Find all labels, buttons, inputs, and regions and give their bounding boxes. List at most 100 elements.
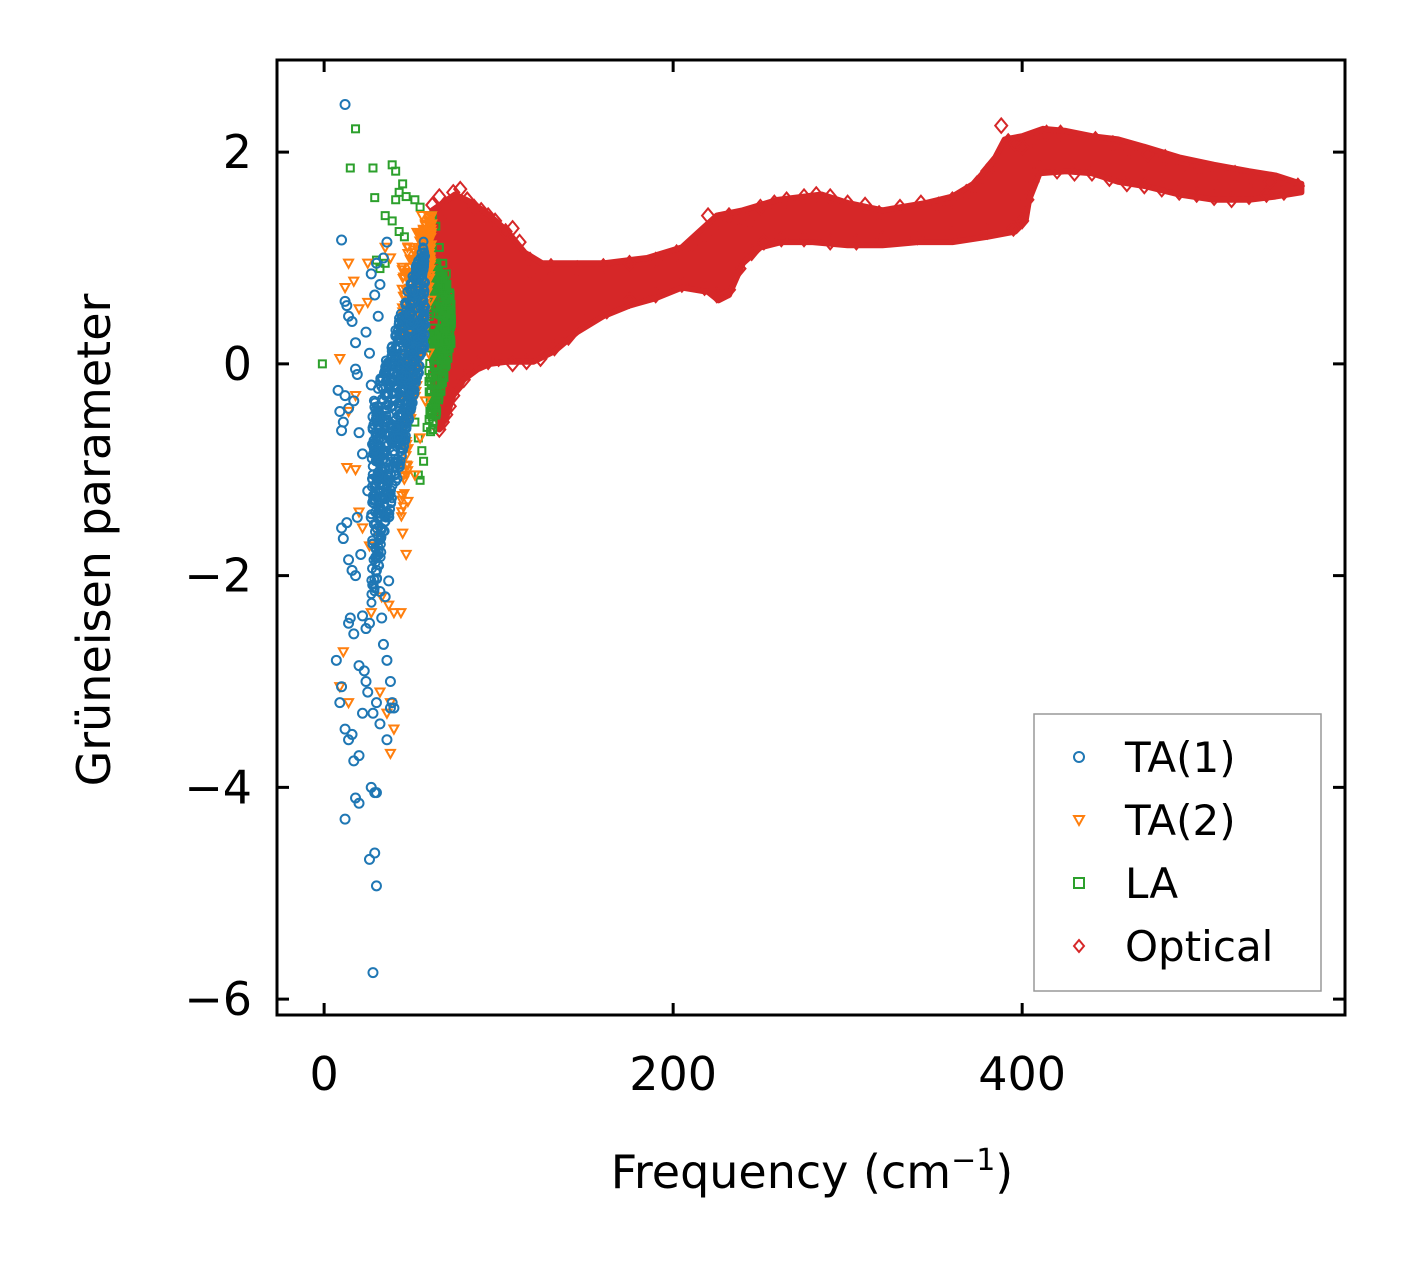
axes-frame (275, 58, 1347, 1017)
ta2-point-39 (378, 242, 392, 254)
ta1-point-9 (332, 384, 344, 396)
plot-area (317, 98, 1306, 979)
ta1-point-61 (370, 564, 382, 576)
optical-point-89 (1025, 130, 1040, 149)
ta1-band-point-699 (390, 458, 401, 469)
la-point-6 (394, 187, 404, 197)
optical-point-21 (456, 370, 472, 389)
ta2-point-16 (342, 698, 355, 710)
optical-point-39 (732, 259, 747, 278)
ta1-band-point-421 (366, 575, 377, 586)
y-tick-label-0: 2 (223, 125, 252, 179)
ta1-band-point-676 (387, 400, 398, 411)
optical-point-75 (857, 196, 873, 214)
ta1-point-54 (363, 853, 375, 865)
ta1-band-point-593 (394, 388, 405, 399)
optical-point-90 (1039, 124, 1054, 142)
ta1-band-point-694 (413, 265, 424, 276)
optical-point-110 (1102, 169, 1117, 188)
ta1-point-56 (370, 880, 382, 892)
ta1-point-35 (339, 723, 351, 735)
ta2-point-25 (384, 748, 397, 761)
x-tick-label-2: 400 (978, 1047, 1066, 1101)
optical-point-79 (931, 196, 946, 214)
optical-point-35 (674, 275, 690, 294)
y-axis-title: Grüneisen parameter (67, 293, 121, 786)
ta1-point-24 (351, 511, 363, 523)
la-point-4 (391, 166, 401, 176)
ta1-band-point-683 (409, 318, 420, 329)
ta1-band-point-684 (411, 372, 422, 383)
la-band-point-255 (433, 276, 443, 286)
ta1-band-point-625 (404, 308, 415, 319)
ta1-point-86 (381, 236, 393, 248)
ta1-point-58 (362, 485, 374, 497)
optical-point-66 (732, 208, 747, 227)
la-band-point-239 (446, 314, 456, 324)
ta1-point-76 (367, 411, 379, 423)
optical-point-10 (498, 222, 513, 241)
ta1-point-84 (374, 278, 386, 290)
y-tick-label-3: −4 (184, 760, 252, 814)
ta1-point-69 (381, 734, 393, 746)
la-point-33 (445, 290, 455, 300)
optical-point-98 (1175, 156, 1191, 174)
la-point-2 (368, 163, 378, 173)
optical-point-77 (892, 198, 908, 216)
la-point-11 (415, 202, 425, 212)
ta1-band-point-592 (404, 297, 415, 308)
ta2-point-22 (373, 687, 387, 699)
optical-point-87 (1007, 134, 1023, 153)
ta1-point-31 (363, 617, 375, 629)
ta1-band-point-615 (373, 545, 384, 556)
legend-label-0: TA(1) (1124, 733, 1236, 782)
ta1-point-38 (348, 755, 360, 767)
optical-point-67 (742, 212, 758, 230)
ta1-band-point-679 (414, 343, 425, 354)
optical-point-72 (808, 185, 824, 204)
la-band-point-181 (439, 366, 449, 376)
optical-point-62 (697, 225, 712, 244)
ta1-point-42 (353, 660, 365, 672)
optical-point-78 (913, 194, 929, 212)
optical-point-6 (466, 198, 482, 216)
ta1-point-67 (386, 697, 398, 709)
optical-point-16 (435, 413, 451, 431)
ta1-point-6 (350, 337, 362, 349)
ta2-point-11 (356, 523, 369, 535)
ta1-band-point-618 (405, 387, 416, 398)
optical-point-97 (1157, 148, 1173, 167)
legend-marker-0 (1073, 751, 1085, 763)
ta2-point-3 (352, 304, 366, 316)
ta2-point-19 (382, 600, 395, 612)
ta2-point-9 (349, 465, 362, 477)
ta1-band-point-698 (396, 369, 407, 380)
ta1-band-point-697 (400, 370, 411, 381)
optical-point-80 (945, 190, 960, 209)
la-point-0 (351, 124, 361, 134)
ta1-point-11 (336, 425, 348, 437)
ta1-band-point-632 (375, 375, 386, 386)
ta1-band-point-629 (387, 341, 398, 352)
ta1-point-74 (363, 347, 375, 359)
optical-point-100 (1210, 162, 1225, 180)
optical-point-45 (849, 233, 864, 251)
ta1-band-point-563 (370, 490, 381, 501)
ta1-point-28 (343, 617, 355, 629)
ta1-point-34 (334, 697, 346, 709)
ta1-point-68 (388, 702, 400, 714)
la-point-5 (398, 179, 408, 189)
optical-point-60 (669, 243, 684, 262)
ta1-point-82 (372, 310, 384, 322)
optical-point-43 (796, 230, 812, 248)
ta2-point-20 (387, 608, 401, 620)
ta1-band-point-560 (386, 493, 397, 504)
ta2-band-point-186 (395, 512, 408, 523)
optical-point-55 (543, 257, 559, 276)
ta1-point-0 (339, 98, 351, 110)
optical-point-37 (709, 286, 725, 304)
la-band-point-244 (424, 366, 434, 376)
ta1-point-52 (370, 787, 382, 799)
ta1-point-15 (348, 395, 360, 407)
optical-point-117 (1224, 190, 1239, 209)
